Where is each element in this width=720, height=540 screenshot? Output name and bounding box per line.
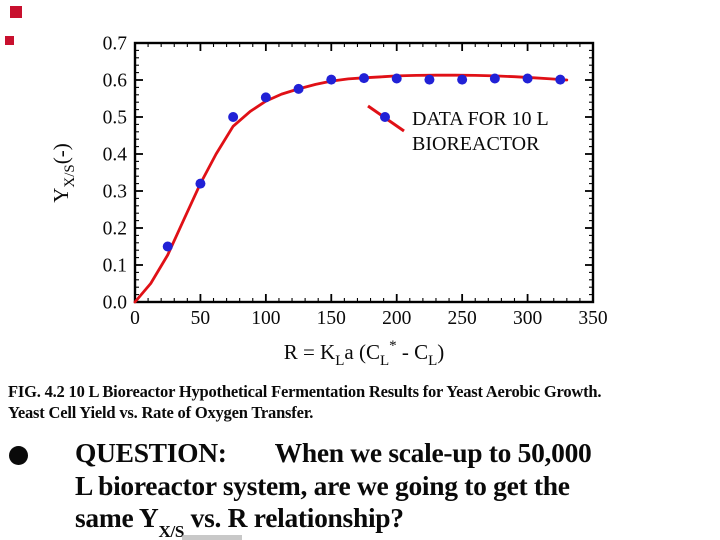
data-point bbox=[326, 74, 337, 85]
question-label: QUESTION: bbox=[75, 437, 227, 468]
x-tick-label: 250 bbox=[448, 308, 477, 329]
data-point bbox=[457, 74, 468, 85]
x-tick-label: 100 bbox=[251, 308, 280, 329]
y-tick-label: 0.3 bbox=[103, 182, 127, 203]
y-tick-label: 0.7 bbox=[103, 34, 128, 55]
y-tick-label: 0.1 bbox=[103, 256, 127, 277]
data-point bbox=[228, 112, 239, 122]
x-tick-label: 150 bbox=[317, 308, 346, 329]
caption-line-1: FIG. 4.2 10 L Bioreactor Hypothetical Fe… bbox=[8, 382, 602, 401]
x-tick-label: 200 bbox=[382, 308, 411, 329]
y-tick-label: 0.6 bbox=[103, 71, 128, 92]
question-line1: When we scale-up to 50,000 bbox=[274, 437, 592, 468]
x-tick-label: 0 bbox=[130, 308, 140, 329]
y-tick-label: 0.2 bbox=[103, 219, 127, 240]
chart-svg: 0 50 100 150 200 250 300 350 0.0 0.1 0.2 0.3 0.4 0.5 0… bbox=[49, 34, 608, 370]
x-tick-label: 300 bbox=[513, 308, 542, 329]
data-point bbox=[424, 74, 435, 85]
red-square-decoration bbox=[10, 6, 22, 18]
figure-caption: FIG. 4.2 10 L Bioreactor Hypothetical Fe… bbox=[8, 381, 716, 423]
y-tick-label: 0.5 bbox=[103, 108, 127, 129]
bullet-icon bbox=[9, 446, 28, 465]
y-axis-title: YX/S(-) bbox=[49, 143, 78, 203]
data-point bbox=[162, 241, 173, 252]
caption-line-2: Yeast Cell Yield vs. Rate of Oxygen Tran… bbox=[8, 403, 314, 422]
x-tick-label: 50 bbox=[191, 308, 211, 329]
question-line3-pre: same Y bbox=[75, 502, 159, 533]
y-tick-label: 0.0 bbox=[103, 293, 127, 314]
red-square-decoration bbox=[5, 36, 14, 45]
data-point bbox=[260, 92, 271, 103]
data-point bbox=[489, 73, 500, 84]
question-line2: L bioreactor system, are we going to get… bbox=[75, 469, 570, 501]
data-point bbox=[522, 73, 533, 84]
x-tick-label: 350 bbox=[578, 308, 607, 329]
data-point bbox=[555, 74, 566, 85]
bioreactor-yield-chart: 0 50 100 150 200 250 300 350 0.0 0.1 0.2 0.3 0.4 0.5 0… bbox=[49, 34, 608, 370]
cropped-edge-fragment bbox=[182, 535, 242, 540]
data-point bbox=[293, 83, 304, 94]
question-text: QUESTION: When we scale-up to 50,000 L bio… bbox=[75, 437, 720, 540]
plot-border bbox=[133, 41, 595, 304]
data-point bbox=[195, 178, 206, 189]
legend-label: BIOREACTOR bbox=[412, 133, 540, 155]
data-point bbox=[359, 73, 369, 84]
legend-label: DATA FOR 10 L bbox=[412, 108, 549, 130]
question-line3-subscript: X/S bbox=[158, 521, 185, 540]
data-point bbox=[391, 73, 402, 84]
question-line3-post: vs. R relationship? bbox=[184, 502, 404, 533]
legend-marker bbox=[380, 112, 390, 122]
y-tick-label: 0.4 bbox=[103, 145, 128, 166]
x-axis-title: R = KLa (CL* - CL) bbox=[284, 338, 445, 369]
